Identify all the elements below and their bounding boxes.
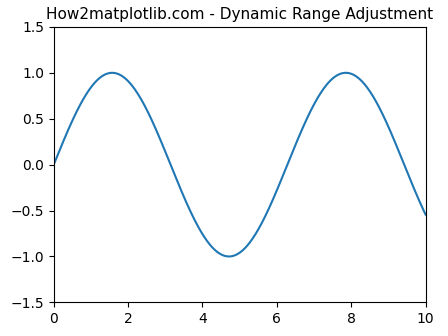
Title: How2matplotlib.com - Dynamic Range Adjustment: How2matplotlib.com - Dynamic Range Adjus… [46,6,433,22]
